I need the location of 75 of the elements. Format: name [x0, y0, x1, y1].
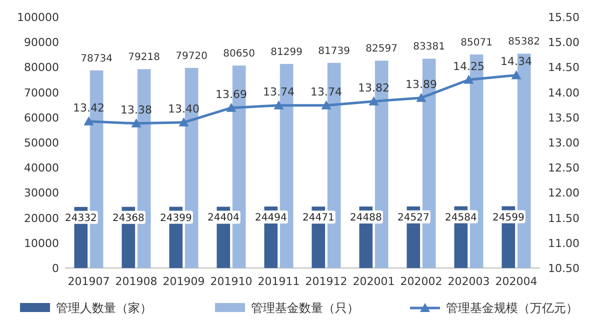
point — [368, 96, 379, 106]
x-tick-label: 201907 — [68, 275, 110, 288]
legend-label: 管理基金规模（万亿元） — [446, 301, 578, 315]
y-tick-label: 20000 — [24, 212, 59, 225]
y-tick-label: 0 — [52, 262, 59, 275]
point — [226, 102, 236, 112]
y-tick-label: 50000 — [24, 136, 59, 150]
x-tick-label: 201909 — [162, 275, 205, 288]
x-tick-label: 202003 — [448, 275, 490, 288]
data-label: 13.38 — [120, 103, 152, 116]
y-tick-label: 90000 — [24, 36, 59, 50]
y-tick-label: 10000 — [24, 236, 59, 250]
x-tick-label: 202004 — [495, 275, 538, 288]
legend-label: 管理基金数量（只） — [251, 301, 359, 315]
y-tick-label: 100000 — [17, 11, 59, 24]
data-label: 24404 — [208, 212, 240, 224]
y2-tick-label: 15.00 — [548, 36, 580, 50]
y-tick-label: 80000 — [24, 61, 59, 74]
y2-tick-label: 14.50 — [548, 61, 580, 74]
y-tick-label: 40000 — [24, 162, 59, 175]
data-label: 14.25 — [453, 60, 484, 73]
data-label: 13.89 — [406, 78, 437, 91]
point — [274, 100, 284, 110]
legend-label: 管理人数量（家） — [56, 301, 152, 315]
point — [416, 92, 426, 102]
data-label: 13.74 — [310, 85, 342, 98]
data-label: 13.42 — [73, 101, 104, 114]
data-label: 24599 — [492, 212, 524, 224]
y-tick-label: 70000 — [24, 86, 59, 100]
data-label: 24471 — [302, 212, 334, 224]
data-label: 78734 — [80, 53, 112, 64]
x-tick-label: 202002 — [400, 275, 442, 288]
y2-tick-label: 12.50 — [548, 162, 580, 175]
data-label: 24584 — [445, 212, 477, 224]
y2-tick-label: 11.00 — [548, 236, 580, 250]
y2-tick-label: 13.50 — [548, 111, 580, 124]
x-tick-label: 202001 — [352, 275, 395, 288]
data-label: 13.40 — [168, 102, 200, 116]
data-label: 79720 — [176, 50, 208, 62]
y-tick-label: 30000 — [24, 186, 59, 200]
data-label: 81739 — [318, 46, 350, 57]
data-label: 24527 — [398, 212, 430, 224]
data-label: 83381 — [413, 42, 445, 53]
y2-tick-label: 14.00 — [548, 86, 580, 100]
point — [321, 100, 332, 110]
data-label: 85071 — [460, 37, 492, 48]
y2-tick-label: 10.50 — [548, 262, 580, 275]
data-label: 13.69 — [216, 88, 247, 101]
data-label: 13.82 — [358, 81, 390, 94]
data-label: 13.74 — [263, 85, 294, 98]
data-label: 82597 — [366, 44, 398, 55]
data-label: 24494 — [255, 212, 287, 224]
x-tick-label: 201911 — [258, 275, 300, 288]
point — [178, 117, 189, 126]
y2-tick-label: 13.00 — [548, 136, 580, 150]
y-tick-label: 60000 — [24, 111, 59, 124]
x-tick-label: 201912 — [305, 275, 348, 288]
point — [84, 116, 94, 126]
point — [511, 70, 522, 80]
data-label: 80650 — [223, 48, 255, 60]
data-label: 24399 — [160, 212, 192, 224]
data-label: 81299 — [270, 46, 302, 58]
data-label: 24332 — [65, 212, 97, 224]
x-tick-label: 201910 — [210, 275, 252, 288]
data-label: 79218 — [128, 52, 160, 64]
data-label: 14.34 — [500, 55, 532, 68]
y2-tick-label: 12.00 — [548, 186, 580, 200]
y2-tick-label: 15.50 — [548, 11, 580, 24]
data-label: 24488 — [350, 212, 382, 224]
point — [131, 118, 142, 128]
y2-tick-label: 11.50 — [548, 212, 580, 225]
point — [464, 74, 474, 84]
data-label: 24368 — [112, 212, 144, 224]
x-tick-label: 201908 — [115, 275, 158, 288]
data-label: 85382 — [508, 36, 540, 48]
